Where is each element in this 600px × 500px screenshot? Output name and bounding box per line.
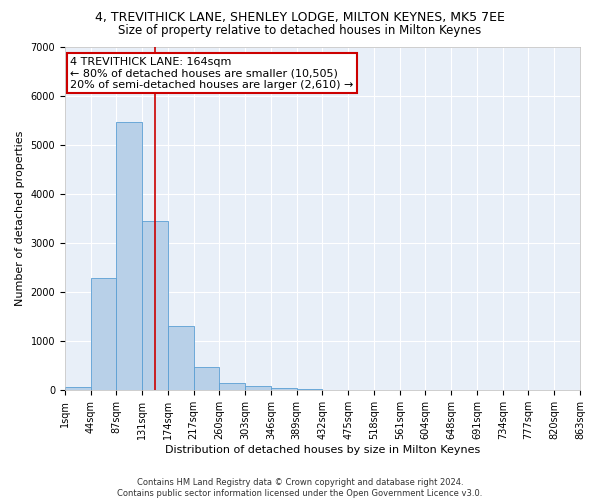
Y-axis label: Number of detached properties: Number of detached properties (15, 130, 25, 306)
Text: Contains HM Land Registry data © Crown copyright and database right 2024.
Contai: Contains HM Land Registry data © Crown c… (118, 478, 482, 498)
Bar (116, 122, 142, 390)
Bar (194, 367, 220, 390)
Bar (271, 388, 296, 390)
Text: Size of property relative to detached houses in Milton Keynes: Size of property relative to detached ho… (118, 24, 482, 37)
X-axis label: Distribution of detached houses by size in Milton Keynes: Distribution of detached houses by size … (165, 445, 480, 455)
Bar (91, 278, 116, 390)
Bar (65, 386, 91, 390)
Text: 4 TREVITHICK LANE: 164sqm
← 80% of detached houses are smaller (10,505)
20% of s: 4 TREVITHICK LANE: 164sqm ← 80% of detac… (70, 57, 353, 90)
Bar (220, 382, 245, 390)
Bar (296, 388, 322, 390)
Bar (245, 386, 271, 390)
Bar (168, 326, 194, 390)
Text: 4, TREVITHICK LANE, SHENLEY LODGE, MILTON KEYNES, MK5 7EE: 4, TREVITHICK LANE, SHENLEY LODGE, MILTO… (95, 11, 505, 24)
Bar (142, 222, 168, 390)
